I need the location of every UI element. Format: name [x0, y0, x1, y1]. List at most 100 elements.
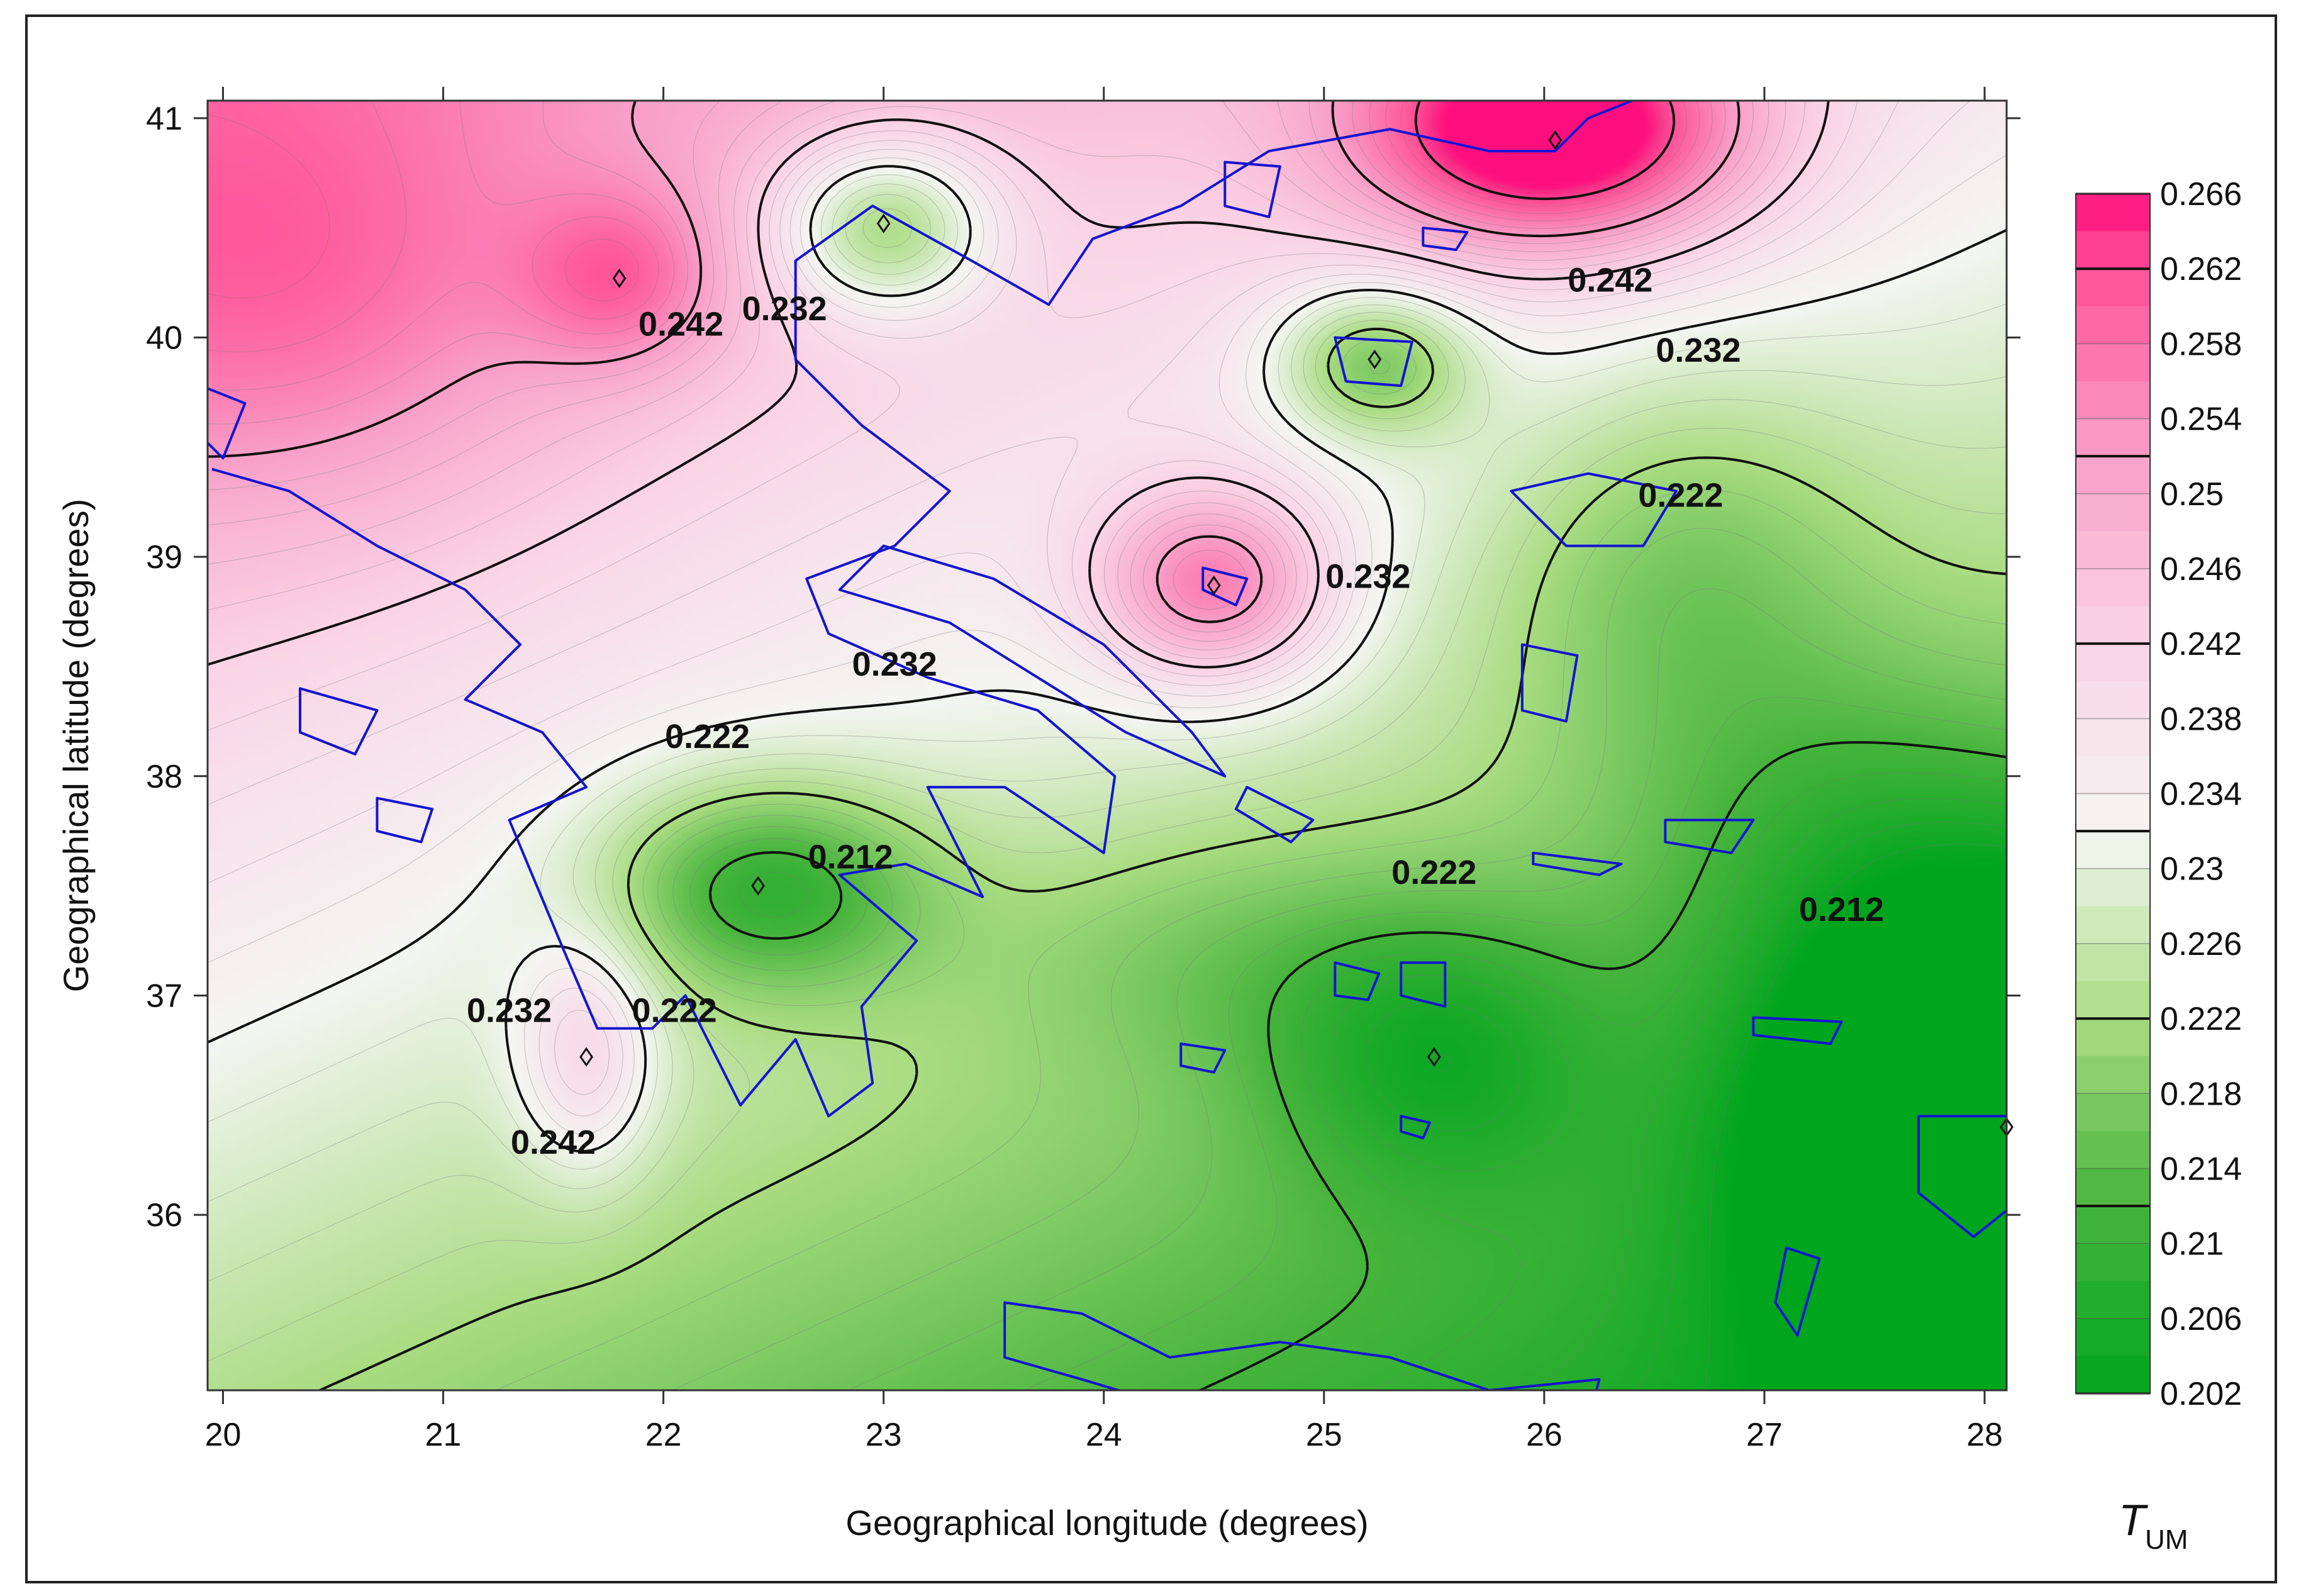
- minor-contour-line: [208, 194, 2007, 1282]
- colorbar-label: 0.234: [2160, 776, 2242, 813]
- coastline-outline: [1400, 1115, 1431, 1140]
- contour-label: 0.222: [632, 992, 717, 1030]
- coastline-outline: [1201, 566, 1249, 606]
- extrema-markers: [579, 130, 2014, 1137]
- colorbar-label: 0.25: [2160, 476, 2224, 513]
- minor-contour-line: [208, 208, 2007, 1362]
- colorbar-segment: [2076, 1281, 2150, 1319]
- colorbar-label: 0.222: [2160, 1001, 2242, 1037]
- colorbar-label: 0.266: [2160, 176, 2242, 213]
- contour-label: 0.232: [1656, 332, 1741, 369]
- colorbar-segment: [2076, 644, 2150, 682]
- colorbar-label: 0.258: [2160, 326, 2242, 362]
- coastline-outline: [1664, 818, 1755, 854]
- x-tick-label: 22: [645, 1417, 682, 1453]
- contour-label: 0.242: [511, 1124, 596, 1161]
- major-contour-line: [708, 741, 2007, 1390]
- minor-contour-line: [208, 101, 1688, 301]
- plot-frame: [206, 99, 2008, 1392]
- y-tick-label: 36: [146, 1197, 182, 1234]
- colorbar-segment: [2076, 793, 2150, 832]
- extremum-marker-max: [579, 1047, 594, 1067]
- contour-lines: [208, 101, 2007, 1390]
- major-contour-line: [208, 101, 1741, 623]
- minor-contour-line: [1430, 101, 1661, 192]
- colorbar-segment: [2076, 1356, 2150, 1394]
- y-tick-label: 37: [146, 978, 182, 1014]
- major-contour-line: [1414, 101, 1676, 201]
- colorbar-segment: [2076, 568, 2150, 607]
- colorbar-label: 0.23: [2160, 851, 2224, 888]
- coastline-outline: [1774, 1246, 1821, 1337]
- colorbar-label: 0.202: [2160, 1376, 2242, 1412]
- minor-contour-line: [1366, 822, 2007, 1390]
- minor-contour-line: [1429, 844, 2007, 1390]
- minor-contour-line: [208, 101, 1971, 1117]
- colorbar-segment: [2076, 418, 2150, 457]
- colorbar: 0.266 0.262 0.258 0.254 0.25 0.246 0.242 0.238 0…: [2075, 176, 2242, 1412]
- colorbar-segment: [2076, 1206, 2150, 1244]
- x-tick-label: 25: [1306, 1417, 1342, 1453]
- colorbar-title: T UM: [2119, 1495, 2188, 1555]
- minor-contour-line: [689, 696, 2007, 1390]
- coastline-outline: [1234, 786, 1315, 844]
- y-tick-label: 40: [146, 320, 182, 357]
- contour-label: 0.232: [742, 290, 827, 328]
- minor-contour-line: [208, 174, 2007, 1170]
- x-tick-label: 28: [1966, 1417, 2003, 1453]
- x-tick-label: 27: [1746, 1417, 1783, 1453]
- colorbar-segment: [2076, 831, 2150, 869]
- colorbar-label: 0.226: [2160, 926, 2242, 963]
- extremum-marker-min: [1427, 1047, 1441, 1067]
- minor-contour-line: [208, 101, 1858, 731]
- coastline-map: [208, 101, 2007, 1390]
- colorbar-segment: [2076, 606, 2150, 645]
- colorbar-segment: [2076, 531, 2150, 569]
- colorbar-segment: [2076, 681, 2150, 720]
- colorbar-segment: [2076, 718, 2150, 757]
- colorbar-label: 0.242: [2160, 626, 2242, 662]
- contour-label: 0.212: [1799, 891, 1884, 929]
- x-tick-label: 21: [425, 1417, 462, 1453]
- colorbar-segment: [2076, 381, 2150, 420]
- colorbar-label: 0.238: [2160, 701, 2242, 737]
- extremum-marker-max: [1548, 130, 1563, 150]
- scalar-field-heatmap: [208, 101, 2007, 1390]
- minor-contour-line: [208, 183, 2007, 1203]
- coastline-outline: [1532, 851, 1623, 876]
- coastline-outline: [1334, 336, 1413, 388]
- colorbar-segment: [2076, 1018, 2150, 1057]
- coastline-outline: [299, 687, 379, 756]
- colorbar-label: 0.214: [2160, 1151, 2242, 1187]
- minor-contour-line: [208, 101, 1700, 352]
- y-tick-label: 41: [146, 101, 182, 137]
- major-contour-line: [319, 327, 2007, 1390]
- extremum-marker-min: [1368, 349, 1382, 370]
- minor-contour-line: [208, 101, 1726, 610]
- colorbar-segment: [2076, 306, 2150, 345]
- colorbar-segment: [2076, 269, 2150, 307]
- colorbar-title-main: T: [2119, 1495, 2148, 1544]
- y-tick-label: 39: [146, 539, 182, 576]
- major-contour-line: [208, 101, 1830, 669]
- minor-contour-line: [208, 101, 1786, 650]
- contour-label: 0.222: [1638, 476, 1723, 514]
- x-axis: 20 21 22 23 24 25 26 27 28: [205, 87, 2003, 1453]
- minor-contour-line: [208, 101, 1713, 586]
- minor-contour-line: [208, 101, 1754, 633]
- coastline-outline: [1510, 472, 1678, 547]
- y-axis: 36 37 38 39 40 41: [146, 101, 2020, 1234]
- colorbar-segment: [2076, 1056, 2150, 1095]
- colorbar-segment: [2076, 906, 2150, 944]
- colorbar-label: 0.206: [2160, 1301, 2242, 1337]
- x-tick-label: 26: [1526, 1417, 1563, 1453]
- coastline-outline: [1400, 961, 1447, 1008]
- colorbar-title-sub: UM: [2145, 1524, 2188, 1555]
- minor-contour-line: [208, 101, 1899, 1095]
- minor-contour-line: [739, 772, 2007, 1390]
- colorbar-segment: [2076, 981, 2150, 1020]
- extremum-marker-min: [876, 213, 891, 233]
- colorbar-segment: [2076, 943, 2150, 982]
